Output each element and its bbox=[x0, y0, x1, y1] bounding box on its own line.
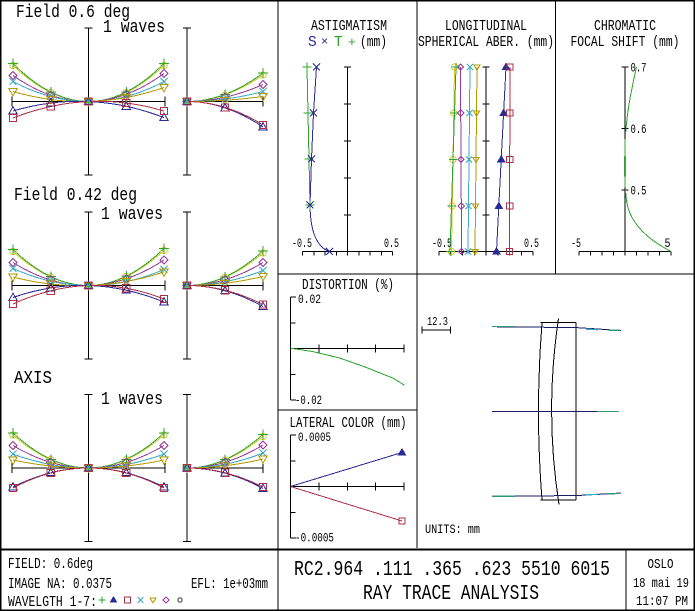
svg-text:-0.5: -0.5 bbox=[432, 237, 452, 251]
svg-text:Field 0.6 deg: Field 0.6 deg bbox=[16, 2, 130, 23]
svg-text:(mm): (mm) bbox=[360, 35, 387, 51]
svg-text:-0.0005: -0.0005 bbox=[295, 532, 334, 546]
svg-text:EFL: 1e+03mm: EFL: 1e+03mm bbox=[191, 577, 268, 593]
svg-text:DISTORTION (%): DISTORTION (%) bbox=[302, 278, 394, 294]
svg-text:LATERAL COLOR (mm): LATERAL COLOR (mm) bbox=[290, 416, 407, 432]
svg-text:0.02: 0.02 bbox=[298, 293, 321, 307]
svg-text:+: + bbox=[348, 35, 356, 50]
svg-text:0.6: 0.6 bbox=[631, 123, 647, 137]
svg-text:RC2.964 .111 .365 .623 5510 60: RC2.964 .111 .365 .623 5510 6015 bbox=[294, 558, 610, 582]
svg-text:CHROMATIC: CHROMATIC bbox=[594, 19, 656, 35]
svg-text:1 waves: 1 waves bbox=[103, 17, 165, 38]
svg-text:SPHERICAL ABER. (mm): SPHERICAL ABER. (mm) bbox=[418, 35, 554, 51]
svg-text:0.5: 0.5 bbox=[524, 237, 539, 251]
svg-text:UNITS: mm: UNITS: mm bbox=[425, 523, 480, 537]
svg-text:FIELD: 0.6deg: FIELD: 0.6deg bbox=[8, 557, 93, 573]
svg-text:WAVELGTH 1-7:: WAVELGTH 1-7: bbox=[8, 595, 97, 611]
svg-text:×: × bbox=[321, 35, 328, 49]
svg-text:OSLO: OSLO bbox=[648, 557, 674, 573]
svg-text:LONGITUDINAL: LONGITUDINAL bbox=[445, 19, 527, 35]
svg-text:1 waves: 1 waves bbox=[101, 389, 163, 410]
svg-text:1 waves: 1 waves bbox=[101, 204, 163, 225]
svg-text:11:07 PM: 11:07 PM bbox=[636, 594, 688, 610]
svg-text:RAY TRACE ANALYSIS: RAY TRACE ANALYSIS bbox=[363, 582, 539, 606]
svg-text:0.5: 0.5 bbox=[384, 237, 399, 251]
svg-text:-5: -5 bbox=[571, 237, 581, 251]
svg-text:0.5: 0.5 bbox=[631, 185, 647, 199]
svg-text:18 mai 19: 18 mai 19 bbox=[633, 576, 689, 592]
svg-text:Field 0.42 deg: Field 0.42 deg bbox=[14, 185, 137, 206]
svg-text:-0.02: -0.02 bbox=[295, 394, 322, 408]
svg-text:FOCAL SHIFT (mm): FOCAL SHIFT (mm) bbox=[571, 35, 680, 51]
svg-text:-0.5: -0.5 bbox=[292, 237, 312, 251]
svg-text:0.0005: 0.0005 bbox=[298, 431, 331, 445]
svg-text:ASTIGMATISM: ASTIGMATISM bbox=[311, 19, 387, 35]
svg-text:0.7: 0.7 bbox=[631, 62, 647, 76]
svg-text:AXIS: AXIS bbox=[14, 368, 52, 389]
svg-text:IMAGE NA: 0.0375: IMAGE NA: 0.0375 bbox=[8, 577, 112, 593]
svg-text:5: 5 bbox=[665, 237, 671, 251]
svg-text:T: T bbox=[334, 35, 343, 51]
svg-text:S: S bbox=[308, 35, 317, 51]
svg-text:12.3: 12.3 bbox=[427, 315, 448, 329]
